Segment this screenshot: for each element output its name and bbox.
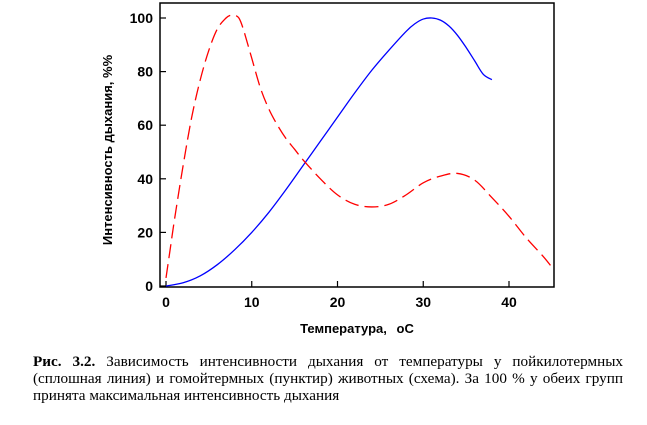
tick-labels: 0 10 20 30 40 0 20 40 60 80 100 [130, 10, 517, 310]
y-tick-label-0: 0 [145, 278, 153, 294]
data-series [165, 14, 553, 287]
axis-ticks [160, 17, 510, 287]
caption-text: Зависимость интенсивности дыхания от тем… [33, 353, 623, 404]
y-tick-label-40: 40 [137, 171, 153, 187]
figure-caption: Рис. 3.2. Зависимость интенсивности дыха… [33, 353, 623, 404]
plot-area-frame [159, 2, 555, 288]
solid-line-series [165, 17, 493, 287]
y-axis-title: Интенсивность дыхания, %% [100, 54, 115, 245]
y-tick-label-20: 20 [137, 224, 153, 240]
chart: 0 10 20 30 40 0 20 40 60 80 100 Интенсивность дыха… [100, 2, 555, 336]
x-axis-title: Температура, оС [300, 321, 414, 336]
x-tick-label-10: 10 [244, 294, 260, 310]
y-tick-label-60: 60 [137, 117, 153, 133]
x-tick-label-40: 40 [501, 294, 517, 310]
y-tick-label-80: 80 [137, 64, 153, 80]
x-tick-label-20: 20 [330, 294, 346, 310]
x-axis-title-text: Температура, [300, 321, 387, 336]
figure-number: Рис. 3.2. [33, 353, 96, 370]
y-tick-label-100: 100 [130, 10, 154, 26]
x-tick-label-0: 0 [162, 294, 170, 310]
x-axis-unit: оС [397, 321, 415, 336]
x-tick-label-30: 30 [415, 294, 431, 310]
dashed-line-series [165, 14, 553, 279]
